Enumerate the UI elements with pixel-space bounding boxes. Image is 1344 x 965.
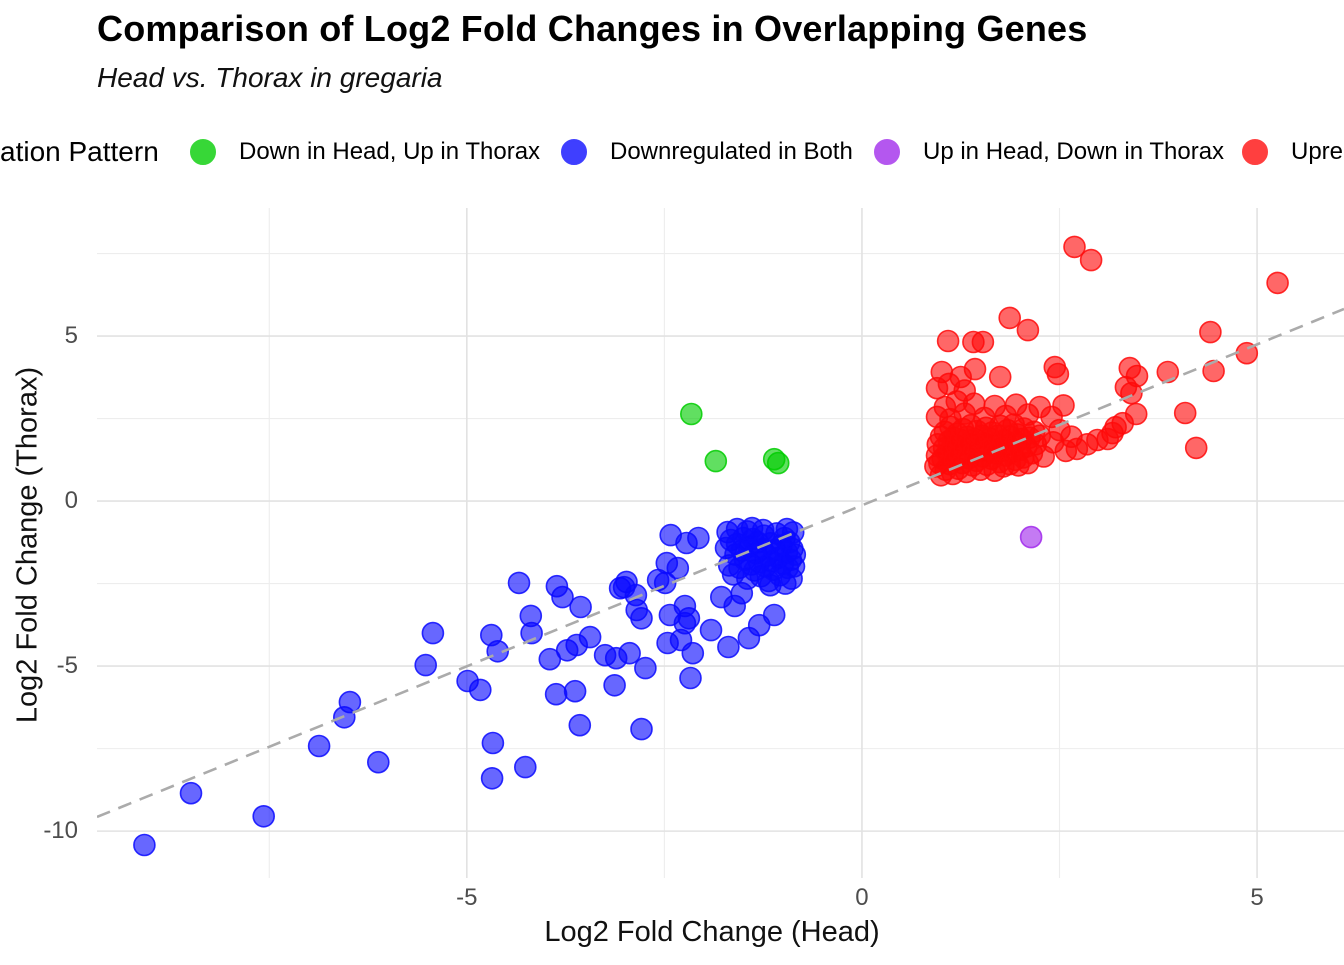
legend-item-2: Up in Head, Down in Thorax	[874, 138, 1224, 166]
data-point	[513, 755, 537, 779]
data-point	[630, 606, 653, 630]
data-point	[687, 526, 710, 550]
data-point	[603, 673, 626, 697]
data-point	[568, 713, 592, 737]
data-point	[481, 731, 505, 755]
legend: ation Pattern Down in Head, Up in Thorax…	[0, 128, 1344, 176]
data-point	[762, 603, 786, 627]
data-point	[1173, 401, 1197, 425]
series-0-points	[679, 402, 790, 475]
data-point	[366, 750, 390, 774]
data-point	[414, 653, 438, 677]
identity-reference-line	[97, 307, 1344, 819]
data-point	[1052, 394, 1075, 417]
data-point	[1266, 271, 1289, 295]
data-point	[962, 330, 985, 354]
chart-title: Comparison of Log2 Fold Changes in Overl…	[97, 8, 1088, 49]
chart-subtitle: Head vs. Thorax in gregaria	[97, 62, 443, 93]
data-point	[618, 641, 641, 665]
plot-panel	[97, 208, 1344, 878]
data-point	[252, 804, 276, 828]
x-tick-label: 5	[1250, 884, 1264, 911]
data-point	[1079, 248, 1103, 272]
data-point	[634, 656, 657, 680]
data-point	[936, 329, 960, 353]
data-point	[1184, 436, 1208, 460]
data-point	[1156, 360, 1180, 384]
data-point	[783, 543, 807, 566]
data-point	[766, 451, 790, 475]
data-point	[563, 679, 587, 703]
data-point	[630, 717, 653, 741]
data-point	[679, 402, 703, 426]
legend-dot-icon	[190, 139, 216, 165]
data-point	[1019, 525, 1043, 549]
data-point	[133, 833, 156, 857]
data-point	[681, 641, 705, 665]
data-point	[1016, 318, 1040, 342]
data-point	[699, 618, 723, 642]
series-3-points	[924, 235, 1289, 487]
data-point	[507, 571, 531, 595]
data-point	[480, 766, 504, 790]
legend-item-1: Downregulated in Both	[561, 138, 853, 166]
data-point	[775, 517, 799, 541]
y-tick-label: 5	[64, 322, 78, 350]
data-point	[677, 606, 701, 630]
data-point	[1118, 356, 1142, 380]
y-tick-label: 0	[64, 487, 78, 515]
data-point	[468, 678, 492, 702]
data-point	[578, 625, 602, 649]
series-2-points	[1019, 525, 1043, 549]
legend-item-label: Up in Head, Down in Thorax	[923, 138, 1225, 165]
data-point	[569, 595, 592, 619]
data-point	[421, 621, 445, 645]
x-tick-label: -5	[456, 884, 478, 911]
y-tick-label: -10	[43, 817, 78, 845]
data-point	[704, 449, 728, 473]
data-point	[1043, 355, 1067, 379]
data-point	[544, 682, 568, 706]
data-point	[725, 517, 749, 541]
data-point	[520, 621, 543, 645]
data-point	[988, 365, 1012, 389]
series-1-points	[133, 516, 807, 857]
data-point	[1199, 320, 1222, 344]
data-point	[1202, 359, 1225, 383]
data-point	[307, 734, 331, 758]
data-point	[679, 666, 702, 690]
legend-dot-icon	[874, 139, 900, 165]
data-point	[1114, 375, 1138, 399]
data-point	[1086, 428, 1109, 452]
legend-item-label: Upre	[1291, 138, 1344, 165]
legend-item-0: Down in Head, Up in Thorax	[190, 138, 540, 166]
data-point	[1063, 235, 1086, 259]
legend-item-label: Down in Head, Up in Thorax	[239, 138, 541, 165]
data-point	[666, 556, 690, 580]
data-point	[717, 635, 740, 659]
data-point	[998, 306, 1022, 330]
y-axis-title: Log2 Fold Change (Thorax)	[11, 366, 44, 724]
y-tick-label: -5	[56, 652, 78, 680]
legend-dot-icon	[1242, 139, 1268, 165]
x-axis-title: Log2 Fold Change (Head)	[544, 916, 880, 948]
legend-dot-icon	[561, 139, 587, 165]
data-point	[179, 781, 203, 805]
x-tick-label: 0	[855, 884, 869, 911]
data-point	[551, 585, 574, 609]
legend-item-3: Upre	[1242, 138, 1343, 166]
legend-item-label: Downregulated in Both	[610, 138, 853, 165]
legend-title: ation Pattern	[0, 136, 159, 167]
